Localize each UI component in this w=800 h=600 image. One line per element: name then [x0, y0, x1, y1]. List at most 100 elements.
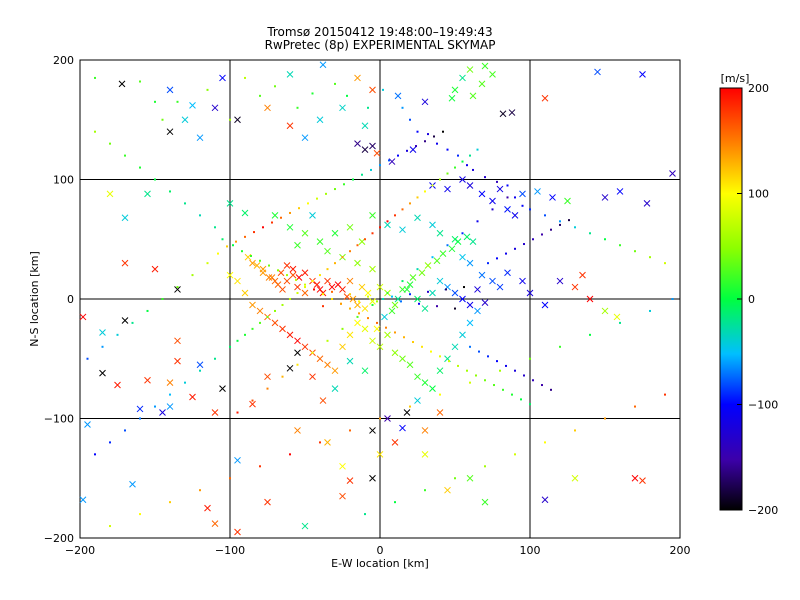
data-point-cross	[301, 269, 309, 277]
data-point-dot	[476, 148, 479, 151]
data-point-dot	[229, 345, 231, 348]
colorbar-tick-label: −100	[748, 399, 778, 412]
data-point-dot	[493, 384, 495, 387]
data-point-cross	[448, 94, 456, 102]
data-point-cross	[466, 319, 474, 327]
data-point-cross	[151, 265, 159, 273]
data-point-cross	[511, 211, 519, 219]
data-point-cross	[283, 277, 291, 285]
data-point-dot	[124, 429, 126, 432]
data-point-cross	[234, 528, 241, 536]
data-point-dot	[325, 192, 327, 195]
data-point-dot	[544, 441, 546, 444]
data-point-cross	[339, 492, 346, 500]
data-point-cross	[283, 262, 291, 269]
data-point-cross	[264, 373, 271, 381]
data-point-cross	[469, 238, 477, 245]
data-point-dot	[124, 154, 126, 157]
data-point-cross	[316, 355, 324, 363]
data-point-dot	[397, 154, 399, 157]
data-point-cross	[219, 385, 226, 392]
data-point-dot	[514, 453, 516, 456]
data-point-cross	[481, 498, 489, 506]
data-point-cross	[504, 269, 511, 277]
data-point-dot	[262, 226, 264, 229]
data-point-dot	[416, 196, 419, 199]
data-point-dot	[446, 172, 449, 175]
data-point-cross	[414, 214, 421, 222]
data-point-cross	[166, 379, 174, 387]
data-point-cross	[601, 307, 609, 315]
data-point-dot	[386, 220, 389, 223]
data-point-cross	[499, 110, 507, 118]
data-point-dot	[382, 88, 384, 91]
data-point-cross	[294, 427, 301, 434]
data-point-cross	[271, 319, 279, 327]
data-point-cross	[381, 313, 388, 321]
data-point-cross	[319, 397, 327, 404]
data-point-cross	[391, 439, 399, 446]
data-point-dot	[461, 232, 464, 235]
data-point-cross	[166, 128, 174, 136]
x-tick-label: 0	[377, 544, 384, 557]
data-point-cross	[324, 361, 331, 369]
data-point-dot	[386, 292, 389, 295]
data-point-cross	[466, 66, 474, 73]
x-axis-ticks: −200 −100 0 100 200	[65, 544, 691, 557]
chart-subtitle: RwPretec (8p) EXPERIMENTAL SKYMAP	[265, 38, 496, 52]
data-point-dot	[289, 453, 291, 456]
data-point-cross	[474, 307, 481, 315]
data-point-cross	[136, 405, 144, 413]
data-point-cross	[489, 277, 496, 285]
data-point-cross	[361, 325, 369, 333]
data-point-dot	[469, 345, 471, 348]
data-point-dot	[169, 190, 171, 193]
data-point-dot	[268, 264, 270, 267]
data-point-cross	[526, 289, 534, 297]
data-point-cross	[301, 343, 309, 351]
data-point-dot	[176, 100, 179, 103]
data-point-cross	[451, 86, 459, 94]
data-point-cross	[234, 116, 241, 124]
data-point-dot	[472, 168, 474, 171]
data-point-cross	[289, 271, 297, 279]
data-point-dot	[469, 154, 471, 157]
data-point-cross	[181, 116, 189, 124]
data-point-cross	[489, 70, 496, 78]
data-point-cross	[639, 70, 646, 78]
data-point-cross	[328, 283, 336, 291]
data-point-cross	[354, 301, 361, 309]
data-point-dot	[296, 106, 299, 109]
data-point-dot	[476, 220, 479, 223]
data-point-dot	[232, 244, 234, 247]
grid-lines	[80, 60, 680, 538]
data-point-dot	[370, 168, 372, 171]
data-point-cross	[286, 331, 294, 339]
data-point-cross	[339, 286, 346, 293]
data-point-dot	[229, 118, 231, 121]
data-point-dot	[236, 411, 239, 414]
data-point-cross	[409, 146, 417, 153]
data-point-cross	[114, 381, 121, 389]
data-point-cross	[519, 277, 526, 285]
data-point-cross	[601, 194, 609, 201]
data-point-dot	[448, 360, 450, 363]
data-point-dot	[664, 262, 666, 265]
data-point-cross	[294, 241, 301, 249]
data-point-dot	[505, 252, 507, 255]
data-point-dot	[331, 290, 333, 293]
data-point-dot	[274, 85, 276, 88]
data-point-cross	[421, 98, 429, 106]
data-point-cross	[211, 104, 219, 112]
data-point-cross	[204, 504, 211, 512]
data-point-dot	[424, 190, 426, 193]
data-point-dot	[379, 417, 381, 420]
colorbar-tick-label: 0	[748, 293, 755, 306]
data-point-cross	[463, 233, 471, 241]
data-point-dot	[514, 369, 516, 372]
data-point-dot	[356, 315, 359, 318]
y-tick-label: −100	[44, 413, 74, 426]
data-point-cross	[313, 281, 321, 289]
data-point-cross	[451, 289, 459, 297]
